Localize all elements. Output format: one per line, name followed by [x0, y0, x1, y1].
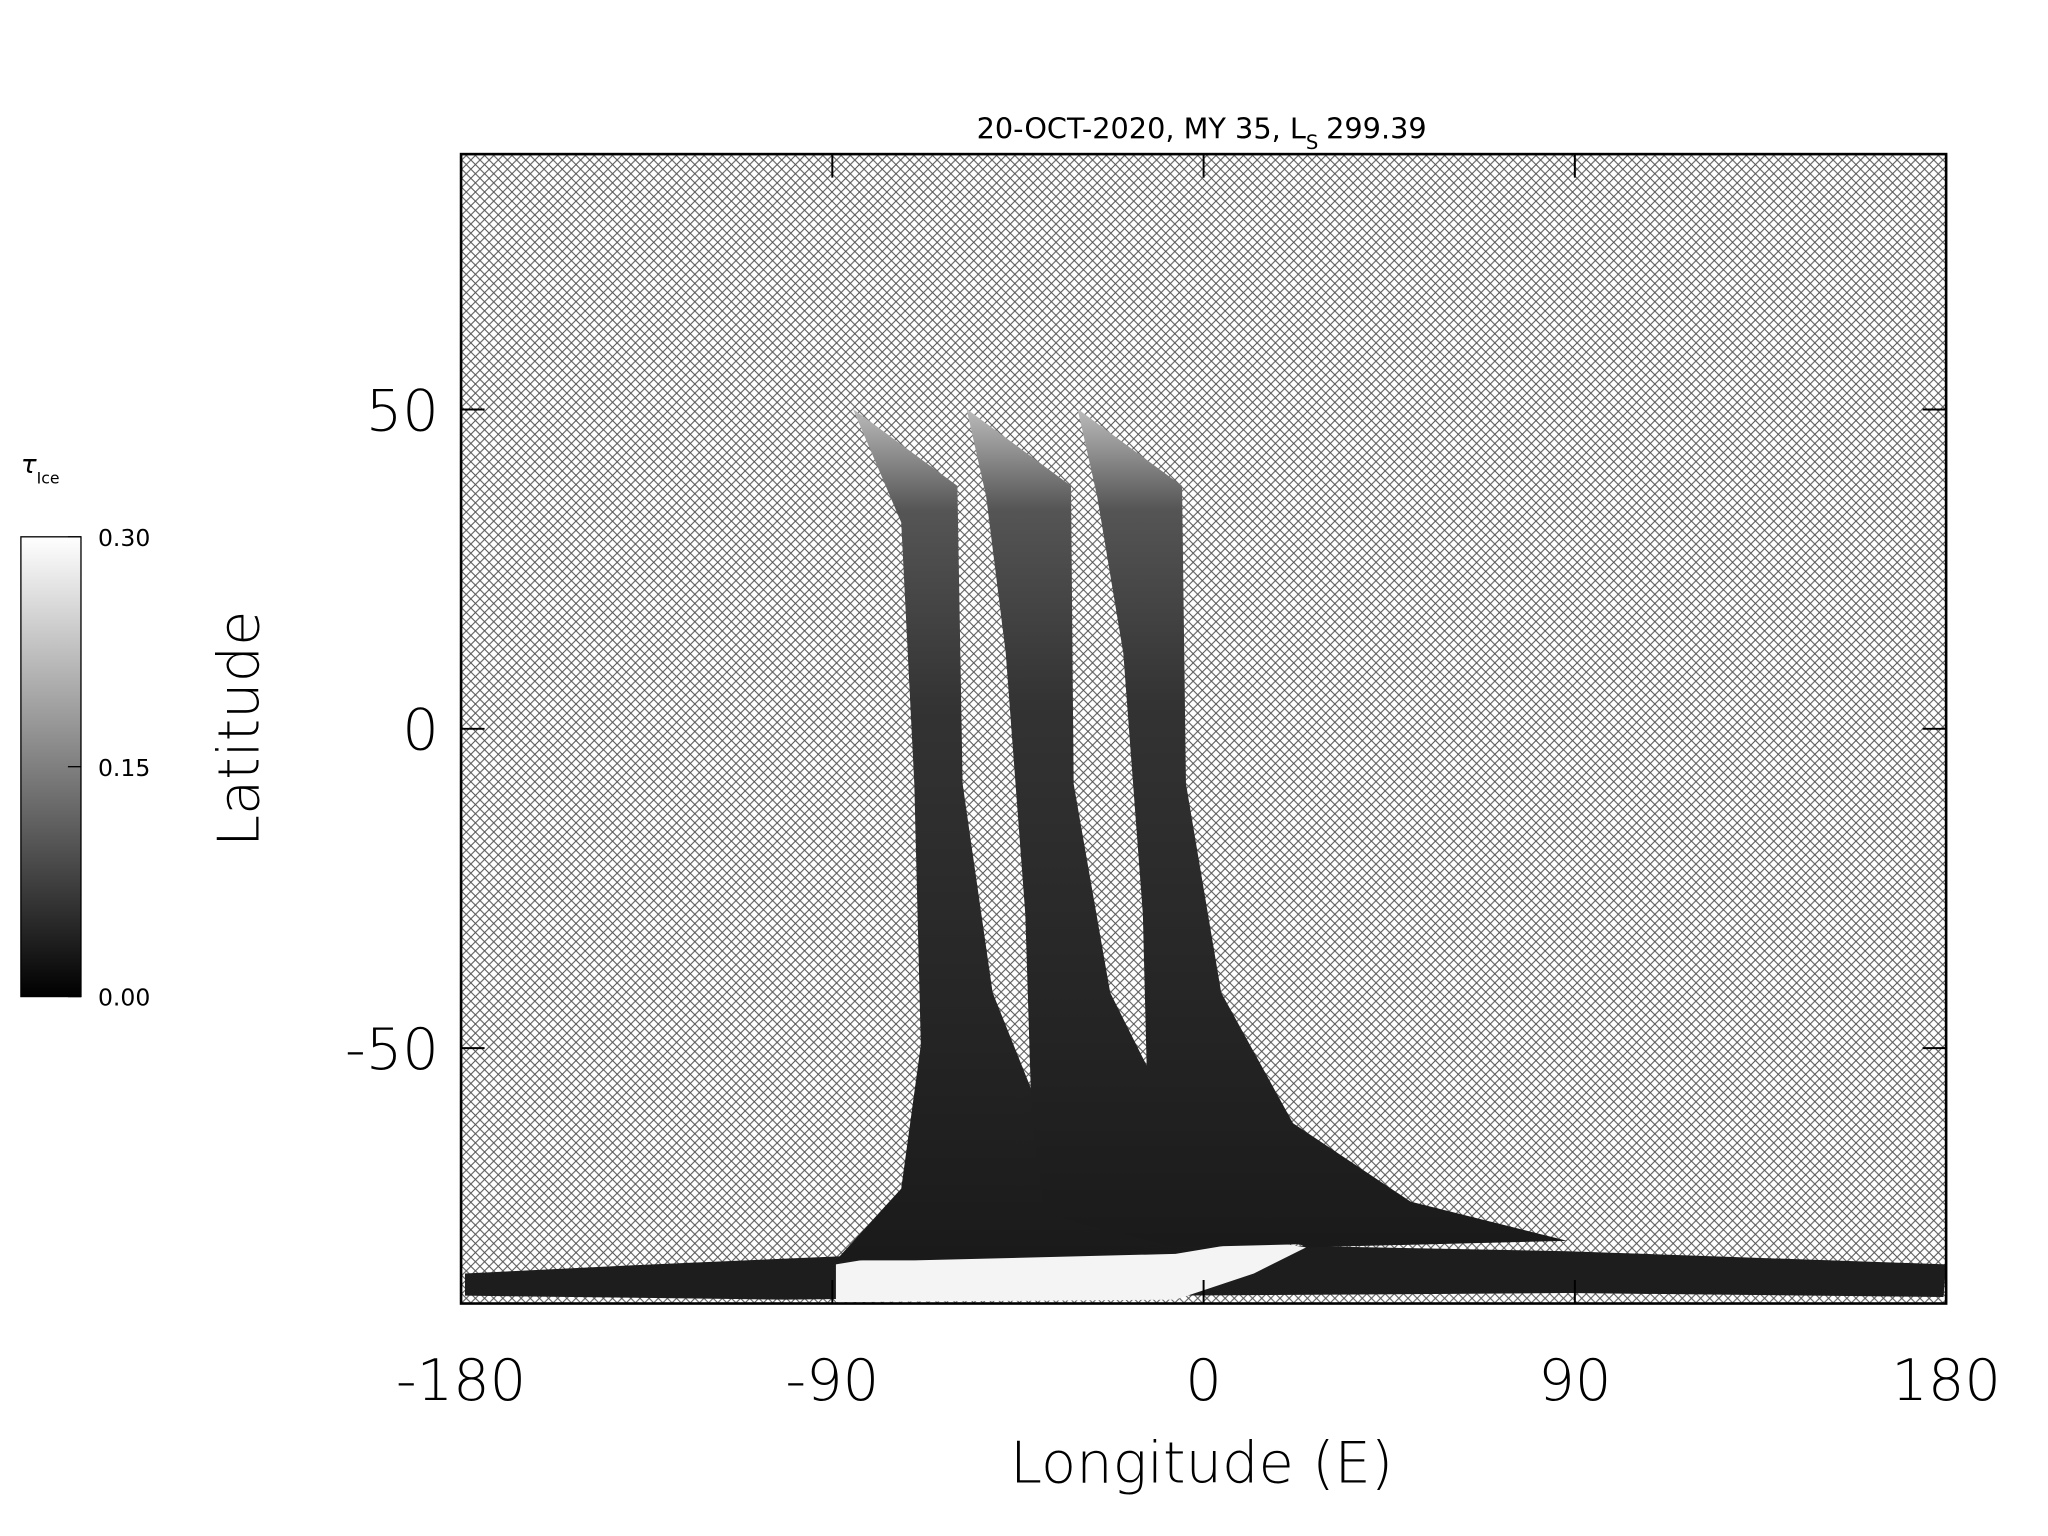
title-value: 299.39 [1326, 111, 1427, 145]
x-tick-label: 0 [1185, 1347, 1222, 1414]
colorbar-tick-label: 0.15 [98, 754, 150, 782]
title-main: 20-OCT-2020, MY 35, L [977, 111, 1306, 145]
colorbar-subscript: Ice [37, 468, 60, 487]
y-tick-label: -50 [345, 1016, 439, 1083]
colorbar-label: τIce [21, 450, 60, 487]
x-axis-label: Longitude (E) [1010, 1429, 1393, 1496]
colorbar-tick-label: 0.00 [98, 984, 150, 1012]
title-subscript: S [1306, 131, 1318, 154]
x-tick-label: 90 [1538, 1347, 1611, 1414]
x-tick-label: -90 [785, 1347, 879, 1414]
chart-title: 20-OCT-2020, MY 35, LS 299.39 [977, 111, 1427, 153]
x-tick-label: -180 [396, 1347, 526, 1414]
swath [1077, 408, 1568, 1248]
colorbar-tick-label: 0.30 [98, 524, 150, 552]
swath [835, 408, 1254, 1261]
x-tick-label: 180 [1891, 1347, 2001, 1414]
y-axis-label: Latitude [206, 611, 273, 847]
swath [966, 408, 1437, 1248]
y-tick-label: 0 [402, 697, 439, 764]
y-tick-label: 50 [366, 377, 439, 444]
colorbar-symbol: τ [21, 450, 37, 480]
